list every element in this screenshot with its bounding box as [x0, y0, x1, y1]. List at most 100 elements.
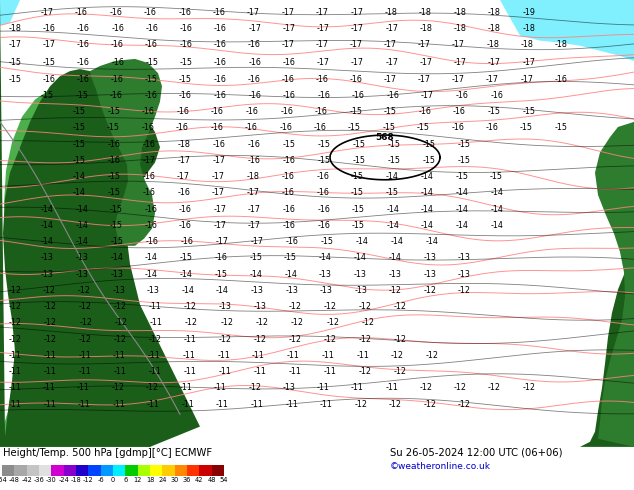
Text: 42: 42	[195, 477, 204, 484]
Text: -17: -17	[420, 58, 432, 68]
Text: -16: -16	[110, 8, 122, 17]
Bar	[88, 465, 101, 476]
Text: -16: -16	[247, 40, 260, 49]
Text: -15: -15	[73, 140, 86, 149]
Text: -14: -14	[354, 253, 366, 263]
Text: -16: -16	[180, 24, 193, 33]
Text: -16: -16	[179, 91, 192, 100]
Text: -16: -16	[386, 91, 399, 100]
Text: -13: -13	[147, 286, 160, 295]
Text: -16: -16	[179, 40, 192, 49]
Text: -14: -14	[319, 253, 332, 263]
Text: -15: -15	[522, 107, 535, 116]
Bar	[51, 465, 63, 476]
Text: -15: -15	[108, 189, 120, 197]
Text: -14: -14	[73, 172, 86, 181]
Text: 48: 48	[207, 477, 216, 484]
Polygon shape	[0, 0, 20, 25]
Text: -11: -11	[78, 400, 91, 409]
Text: -14: -14	[75, 221, 88, 230]
Text: -15: -15	[41, 91, 54, 100]
Text: -18: -18	[554, 40, 567, 49]
Text: -12: -12	[458, 286, 471, 295]
Text: -12: -12	[424, 400, 436, 409]
Text: -15: -15	[42, 58, 56, 68]
Bar	[39, 465, 51, 476]
Text: -12: -12	[254, 335, 267, 343]
Text: -11: -11	[148, 367, 162, 376]
Text: -15: -15	[145, 74, 158, 84]
Text: -11: -11	[77, 384, 90, 392]
Polygon shape	[90, 59, 162, 246]
Text: -12: -12	[288, 302, 302, 311]
Text: -16: -16	[142, 107, 155, 116]
Text: Height/Temp. 500 hPa [gdmp][°C] ECMWF: Height/Temp. 500 hPa [gdmp][°C] ECMWF	[3, 448, 212, 458]
Text: -17: -17	[351, 58, 364, 68]
Text: -16: -16	[281, 74, 294, 84]
Text: -14: -14	[490, 189, 503, 197]
Text: -14: -14	[356, 237, 369, 246]
Text: -15: -15	[73, 123, 86, 132]
Text: -12: -12	[389, 286, 402, 295]
Text: -16: -16	[145, 40, 158, 49]
Text: -16: -16	[212, 8, 226, 17]
Text: -17: -17	[247, 189, 259, 197]
Text: -11: -11	[184, 335, 197, 343]
Text: -18: -18	[488, 24, 501, 33]
Text: -15: -15	[318, 140, 331, 149]
Text: -17: -17	[216, 237, 229, 246]
Text: -16: -16	[179, 205, 192, 214]
Text: -11: -11	[317, 384, 330, 392]
Text: -15: -15	[111, 237, 124, 246]
Text: -15: -15	[108, 172, 120, 181]
Text: -16: -16	[249, 58, 261, 68]
Text: -16: -16	[247, 74, 260, 84]
Bar	[162, 465, 174, 476]
Text: -14: -14	[386, 205, 399, 214]
Text: -12: -12	[79, 318, 92, 327]
Text: -14: -14	[73, 189, 86, 197]
Text: -17: -17	[351, 24, 364, 33]
Text: -16: -16	[214, 58, 227, 68]
Text: -16: -16	[178, 8, 191, 17]
Text: -17: -17	[452, 40, 465, 49]
Text: -16: -16	[144, 8, 157, 17]
Text: -15: -15	[214, 270, 228, 279]
Text: -15: -15	[423, 156, 436, 165]
Text: -12: -12	[424, 286, 436, 295]
Text: -13: -13	[458, 253, 471, 263]
Text: -14: -14	[284, 270, 297, 279]
Text: -11: -11	[148, 351, 160, 360]
Text: -17: -17	[520, 74, 533, 84]
Text: -15: -15	[110, 221, 123, 230]
Text: -12: -12	[44, 335, 56, 343]
Text: -11: -11	[287, 351, 300, 360]
Text: -16: -16	[77, 24, 90, 33]
Text: -16: -16	[283, 91, 295, 100]
Text: -16: -16	[211, 107, 224, 116]
Text: -11: -11	[324, 367, 337, 376]
Text: -15: -15	[417, 123, 430, 132]
Bar	[76, 465, 88, 476]
Text: -16: -16	[146, 237, 158, 246]
Text: -16: -16	[143, 172, 155, 181]
Text: -17: -17	[385, 24, 398, 33]
Text: -15: -15	[520, 123, 533, 132]
Text: -14: -14	[181, 286, 194, 295]
Text: -17: -17	[8, 40, 22, 49]
Text: -15: -15	[179, 58, 193, 68]
Text: -15: -15	[249, 253, 262, 263]
Text: -12: -12	[185, 318, 198, 327]
Text: -16: -16	[143, 140, 156, 149]
Text: -17: -17	[488, 58, 501, 68]
Text: -16: -16	[490, 91, 503, 100]
Text: -16: -16	[283, 156, 296, 165]
Text: -12: -12	[44, 318, 57, 327]
Text: -14: -14	[490, 205, 503, 214]
Text: -11: -11	[219, 367, 231, 376]
Text: -11: -11	[351, 384, 364, 392]
Text: -11: -11	[9, 367, 22, 376]
Text: -14: -14	[386, 221, 399, 230]
Text: -16: -16	[176, 123, 189, 132]
Text: -12: -12	[44, 302, 56, 311]
